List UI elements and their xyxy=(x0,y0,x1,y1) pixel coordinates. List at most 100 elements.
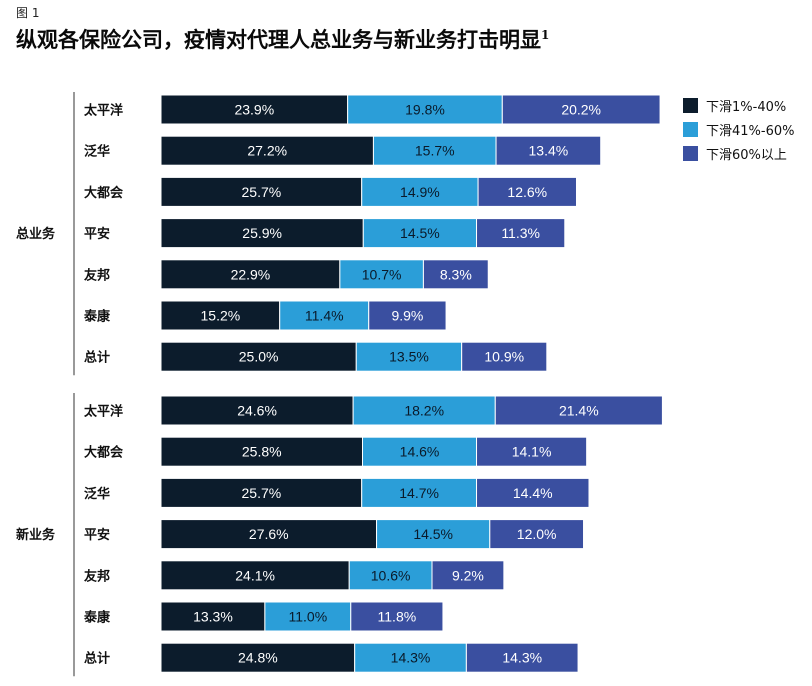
bar-segment xyxy=(160,259,341,290)
data-label: 10.7% xyxy=(362,266,402,282)
data-label: 14.7% xyxy=(399,485,439,501)
bar-segment xyxy=(347,94,503,125)
data-label: 23.9% xyxy=(234,102,274,118)
data-label: 27.6% xyxy=(249,526,289,542)
bar-segment xyxy=(376,519,491,550)
data-label: 18.2% xyxy=(404,403,444,419)
bar-segment xyxy=(160,94,349,125)
bar-segment xyxy=(160,560,350,591)
bar-segment xyxy=(422,259,489,290)
bar-segment xyxy=(339,259,424,290)
bar-segment xyxy=(160,601,266,632)
bar-segment xyxy=(494,395,663,426)
bar-segment xyxy=(160,519,378,550)
bar-segment xyxy=(160,395,354,426)
data-label: 8.3% xyxy=(440,266,472,282)
category-label: 泰康 xyxy=(83,610,111,626)
data-label: 25.7% xyxy=(242,485,282,501)
data-label: 27.2% xyxy=(247,143,287,159)
bar-segment xyxy=(361,477,478,508)
data-label: 25.0% xyxy=(239,349,279,365)
data-label: 22.9% xyxy=(231,266,271,282)
bar-segment xyxy=(465,642,579,673)
bar-segment xyxy=(431,560,505,591)
data-label: 15.7% xyxy=(415,143,455,159)
title-footnote-marker: 1 xyxy=(541,28,550,42)
data-label: 14.6% xyxy=(400,444,440,460)
bar-segment xyxy=(264,601,352,632)
data-label: 11.0% xyxy=(288,609,327,625)
data-label: 21.4% xyxy=(559,403,599,419)
data-label: 11.3% xyxy=(501,225,540,241)
category-label: 泛华 xyxy=(84,486,110,502)
legend: 下滑1%-40% 下滑41%-60% 下滑60%以上 xyxy=(683,96,794,168)
data-label: 24.6% xyxy=(237,403,277,419)
data-label: 14.1% xyxy=(512,444,552,460)
category-label: 平安 xyxy=(84,527,110,543)
data-label: 19.8% xyxy=(405,102,445,118)
data-label: 24.1% xyxy=(235,567,275,583)
data-label: 14.5% xyxy=(400,225,440,241)
data-label: 11.8% xyxy=(378,609,417,625)
chart-title-text: 纵观各保险公司，疫情对代理人总业务与新业务打击明显 xyxy=(16,27,541,52)
data-label: 25.7% xyxy=(242,184,282,200)
group-label: 新业务 xyxy=(16,527,56,543)
bar-segment xyxy=(354,642,467,673)
bar-segment xyxy=(495,135,602,166)
bar-segment xyxy=(476,436,588,467)
category-label: 友邦 xyxy=(84,568,110,584)
data-label: 13.3% xyxy=(193,609,233,625)
data-label: 14.3% xyxy=(391,650,431,666)
bar-segment xyxy=(160,300,281,331)
data-label: 25.9% xyxy=(242,225,282,241)
data-label: 13.4% xyxy=(529,143,569,159)
legend-label: 下滑1%-40% xyxy=(706,100,787,115)
legend-swatch xyxy=(683,122,698,137)
bar-segment xyxy=(476,477,590,508)
chart-title: 纵观各保险公司，疫情对代理人总业务与新业务打击明显1 xyxy=(16,24,549,54)
legend-swatch xyxy=(683,146,698,161)
legend-label: 下滑60%以上 xyxy=(706,148,787,163)
bar-segment xyxy=(160,642,356,673)
data-label: 10.9% xyxy=(484,349,524,365)
category-label: 太平洋 xyxy=(83,103,123,119)
data-label: 13.5% xyxy=(389,349,429,365)
data-label: 12.0% xyxy=(517,526,557,542)
bar-segment xyxy=(348,560,433,591)
bar-segment xyxy=(461,341,548,372)
legend-item: 下滑1%-40% xyxy=(683,96,794,115)
bar-segment xyxy=(355,341,463,372)
bar-segment xyxy=(372,135,497,166)
legend-swatch xyxy=(683,98,698,113)
category-label: 友邦 xyxy=(84,267,110,283)
data-label: 9.9% xyxy=(391,308,423,324)
category-label: 太平洋 xyxy=(83,404,123,420)
data-label: 14.3% xyxy=(502,650,542,666)
bar-segment xyxy=(350,601,444,632)
data-label: 25.8% xyxy=(242,444,282,460)
legend-item: 下滑41%-60% xyxy=(683,120,794,139)
bar-segment xyxy=(361,436,478,467)
figure-label: 图 1 xyxy=(16,6,40,20)
group-label: 总业务 xyxy=(16,226,56,242)
bar-segment xyxy=(279,300,370,331)
data-label: 14.5% xyxy=(413,526,453,542)
bar-segment xyxy=(477,176,577,207)
legend-label: 下滑41%-60% xyxy=(706,124,795,139)
data-label: 24.8% xyxy=(238,650,278,666)
data-label: 12.6% xyxy=(507,184,547,200)
data-label: 20.2% xyxy=(561,102,601,118)
bar-segment xyxy=(489,519,585,550)
bar-segment xyxy=(501,94,661,125)
bar-segment xyxy=(160,218,364,249)
bar-segment xyxy=(368,300,447,331)
data-label: 9.2% xyxy=(452,567,484,583)
data-label: 15.2% xyxy=(201,308,241,324)
bar-segment xyxy=(476,218,566,249)
category-label: 泛华 xyxy=(84,144,110,160)
category-label: 泰康 xyxy=(83,309,111,325)
data-label: 11.4% xyxy=(305,308,344,324)
data-label: 14.9% xyxy=(400,184,440,200)
category-label: 大都会 xyxy=(84,185,124,201)
